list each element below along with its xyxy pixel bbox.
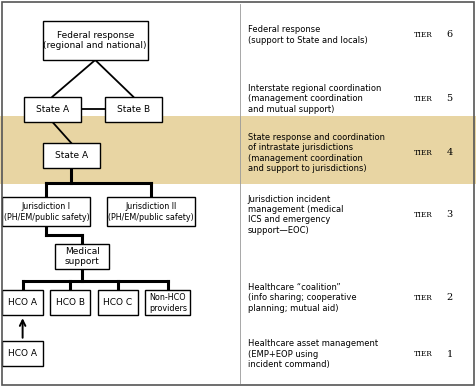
Text: TIER: TIER (414, 211, 433, 219)
Text: Interstate regional coordination
(management coordination
and mutual support): Interstate regional coordination (manage… (248, 84, 381, 114)
Text: State B: State B (117, 105, 150, 114)
FancyBboxPatch shape (145, 290, 190, 315)
Text: State A: State A (55, 151, 88, 160)
FancyBboxPatch shape (55, 244, 109, 269)
Text: HCO B: HCO B (56, 298, 85, 307)
FancyBboxPatch shape (24, 97, 81, 122)
Text: HCO C: HCO C (103, 298, 132, 307)
FancyBboxPatch shape (50, 290, 90, 315)
Text: 1: 1 (446, 349, 453, 359)
Text: Non-HCO
providers: Non-HCO providers (149, 293, 187, 313)
FancyBboxPatch shape (105, 97, 162, 122)
FancyBboxPatch shape (2, 290, 43, 315)
Text: Jurisdiction incident
management (medical
ICS and emergency
support—EOC): Jurisdiction incident management (medica… (248, 195, 343, 235)
Text: 3: 3 (446, 210, 453, 219)
Text: Federal response
(support to State and locals): Federal response (support to State and l… (248, 25, 367, 45)
Text: Healthcare “coalition”
(info sharing; cooperative
planning; mutual aid): Healthcare “coalition” (info sharing; co… (248, 283, 356, 313)
FancyBboxPatch shape (2, 341, 43, 366)
Text: Federal response
(regional and national): Federal response (regional and national) (43, 31, 147, 50)
Text: 2: 2 (446, 293, 453, 303)
Text: State response and coordination
of intrastate jurisdictions
(management coordina: State response and coordination of intra… (248, 133, 385, 173)
Text: 6: 6 (446, 30, 453, 39)
Text: HCO A: HCO A (8, 298, 37, 307)
Bar (0, 116, 476, 184)
FancyBboxPatch shape (107, 197, 195, 226)
Text: TIER: TIER (414, 149, 433, 157)
Text: HCO A: HCO A (8, 349, 37, 358)
FancyBboxPatch shape (98, 290, 138, 315)
Text: TIER: TIER (414, 95, 433, 103)
Text: TIER: TIER (414, 31, 433, 39)
Text: 4: 4 (446, 148, 453, 158)
Text: Medical
support: Medical support (65, 247, 99, 266)
Text: Healthcare asset management
(EMP+EOP using
incident command): Healthcare asset management (EMP+EOP usi… (248, 339, 377, 369)
Text: TIER: TIER (414, 294, 433, 302)
Text: Jurisdiction I
(PH/EM/public safety): Jurisdiction I (PH/EM/public safety) (3, 202, 89, 222)
FancyBboxPatch shape (2, 197, 90, 226)
Text: TIER: TIER (414, 350, 433, 358)
FancyBboxPatch shape (43, 143, 100, 168)
FancyBboxPatch shape (43, 21, 148, 60)
Text: 5: 5 (446, 94, 453, 103)
Text: Jurisdiction II
(PH/EM/public safety): Jurisdiction II (PH/EM/public safety) (108, 202, 194, 222)
Text: State A: State A (36, 105, 69, 114)
